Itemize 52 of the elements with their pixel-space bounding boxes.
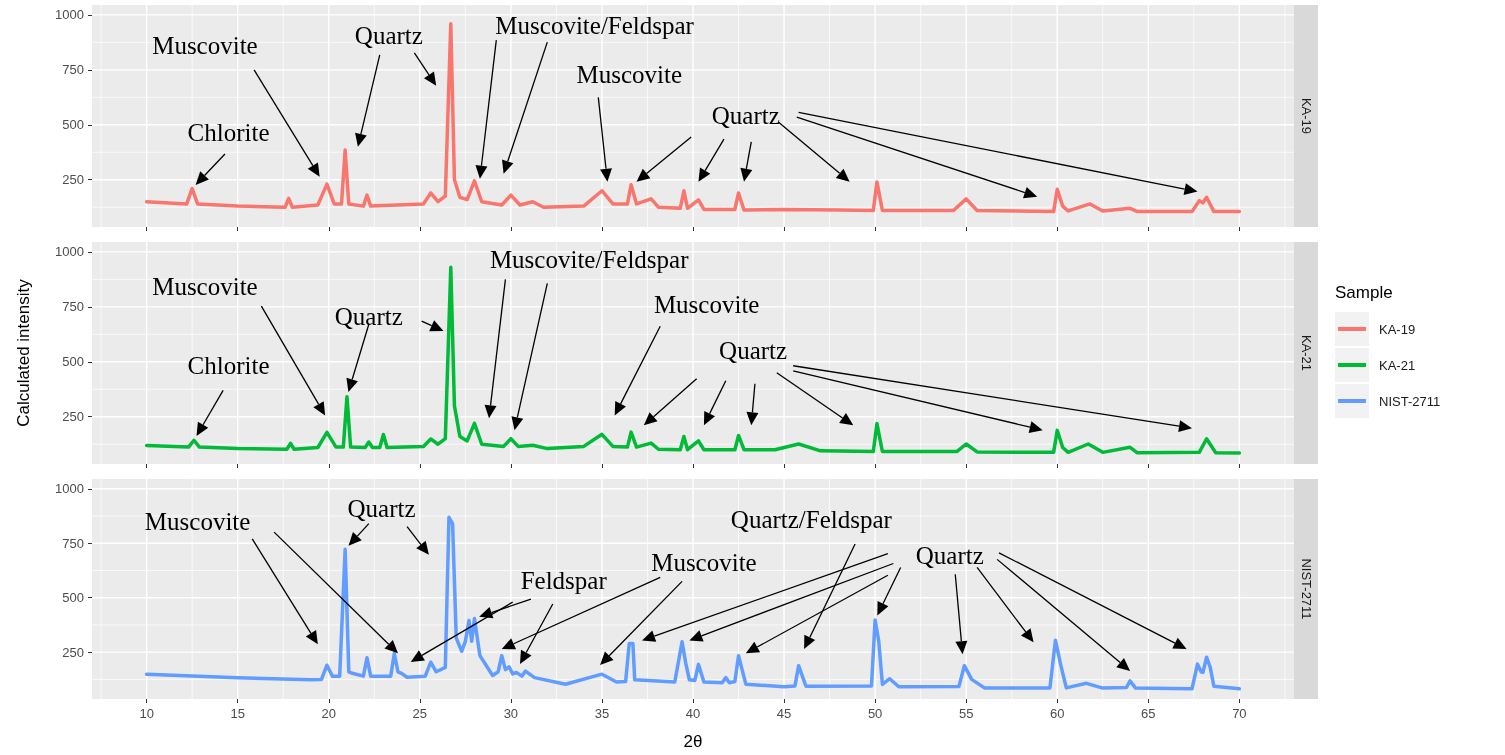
annotation: Muscovite	[651, 549, 757, 577]
annotation: Muscovite	[152, 32, 258, 60]
annotation: Quartz	[719, 337, 788, 365]
annotation: Quartz	[711, 101, 780, 129]
x-tick-label: 70	[1232, 706, 1247, 721]
x-tick-label: 30	[503, 706, 519, 721]
y-tick-label: 500	[62, 354, 84, 370]
x-tick-label: 10	[139, 706, 154, 721]
text: KA-21	[1298, 334, 1314, 372]
annotation: Muscovite	[152, 272, 258, 300]
x-tick-label: 35	[594, 706, 610, 721]
x-tick-label: 45	[776, 706, 792, 721]
annotation: Quartz	[915, 542, 984, 570]
x-tick-label: 65	[1141, 706, 1156, 721]
y-tick-label: 500	[62, 590, 84, 606]
legend-label: KA-19	[1379, 321, 1416, 337]
y-tick-label: 250	[62, 172, 84, 188]
y-tick-label: 250	[62, 409, 84, 425]
y-tick-label: 750	[62, 535, 84, 551]
x-tick-label: 60	[1050, 706, 1065, 721]
x-tick-label: 25	[412, 706, 428, 721]
text: KA-19	[1298, 97, 1314, 135]
y-tick-label: 1000	[55, 244, 84, 260]
annotation: Quartz/Feldspar	[730, 505, 893, 533]
annotation: Muscovite	[653, 290, 760, 318]
y-tick-label: 750	[62, 299, 84, 315]
y-tick-label: 1000	[55, 481, 84, 497]
x-tick-label: 40	[685, 706, 701, 721]
annotation: Feldspar	[520, 566, 608, 594]
annotation: Quartz	[347, 494, 416, 522]
y-tick-label: 1000	[55, 7, 84, 23]
annotation: Muscovite	[144, 507, 251, 535]
y-tick-label: 250	[62, 644, 84, 660]
annotation: Chlorite	[187, 118, 270, 146]
annotation: Muscovite	[576, 60, 683, 88]
x-tick-label: 20	[321, 706, 336, 721]
annotation: Quartz	[334, 302, 403, 330]
text: NIST-2711	[1298, 558, 1314, 620]
x-tick-label: 55	[958, 706, 974, 721]
x-tick-label: 50	[867, 706, 883, 721]
y-axis-title: Calculated intensity	[14, 278, 33, 427]
legend-title: Sample	[1335, 283, 1394, 303]
annotation: Muscovite/Feldspar	[495, 12, 695, 40]
x-axis-title: 2θ	[683, 732, 703, 751]
annotation: Quartz	[354, 22, 423, 50]
annotation: Muscovite/Feldspar	[489, 246, 690, 274]
x-tick-label: 15	[230, 706, 245, 721]
legend-label: NIST-2711	[1379, 393, 1441, 409]
annotation: Chlorite	[187, 352, 270, 380]
y-tick-label: 500	[62, 117, 84, 133]
legend-label: KA-21	[1379, 357, 1416, 373]
y-tick-label: 750	[62, 62, 84, 78]
